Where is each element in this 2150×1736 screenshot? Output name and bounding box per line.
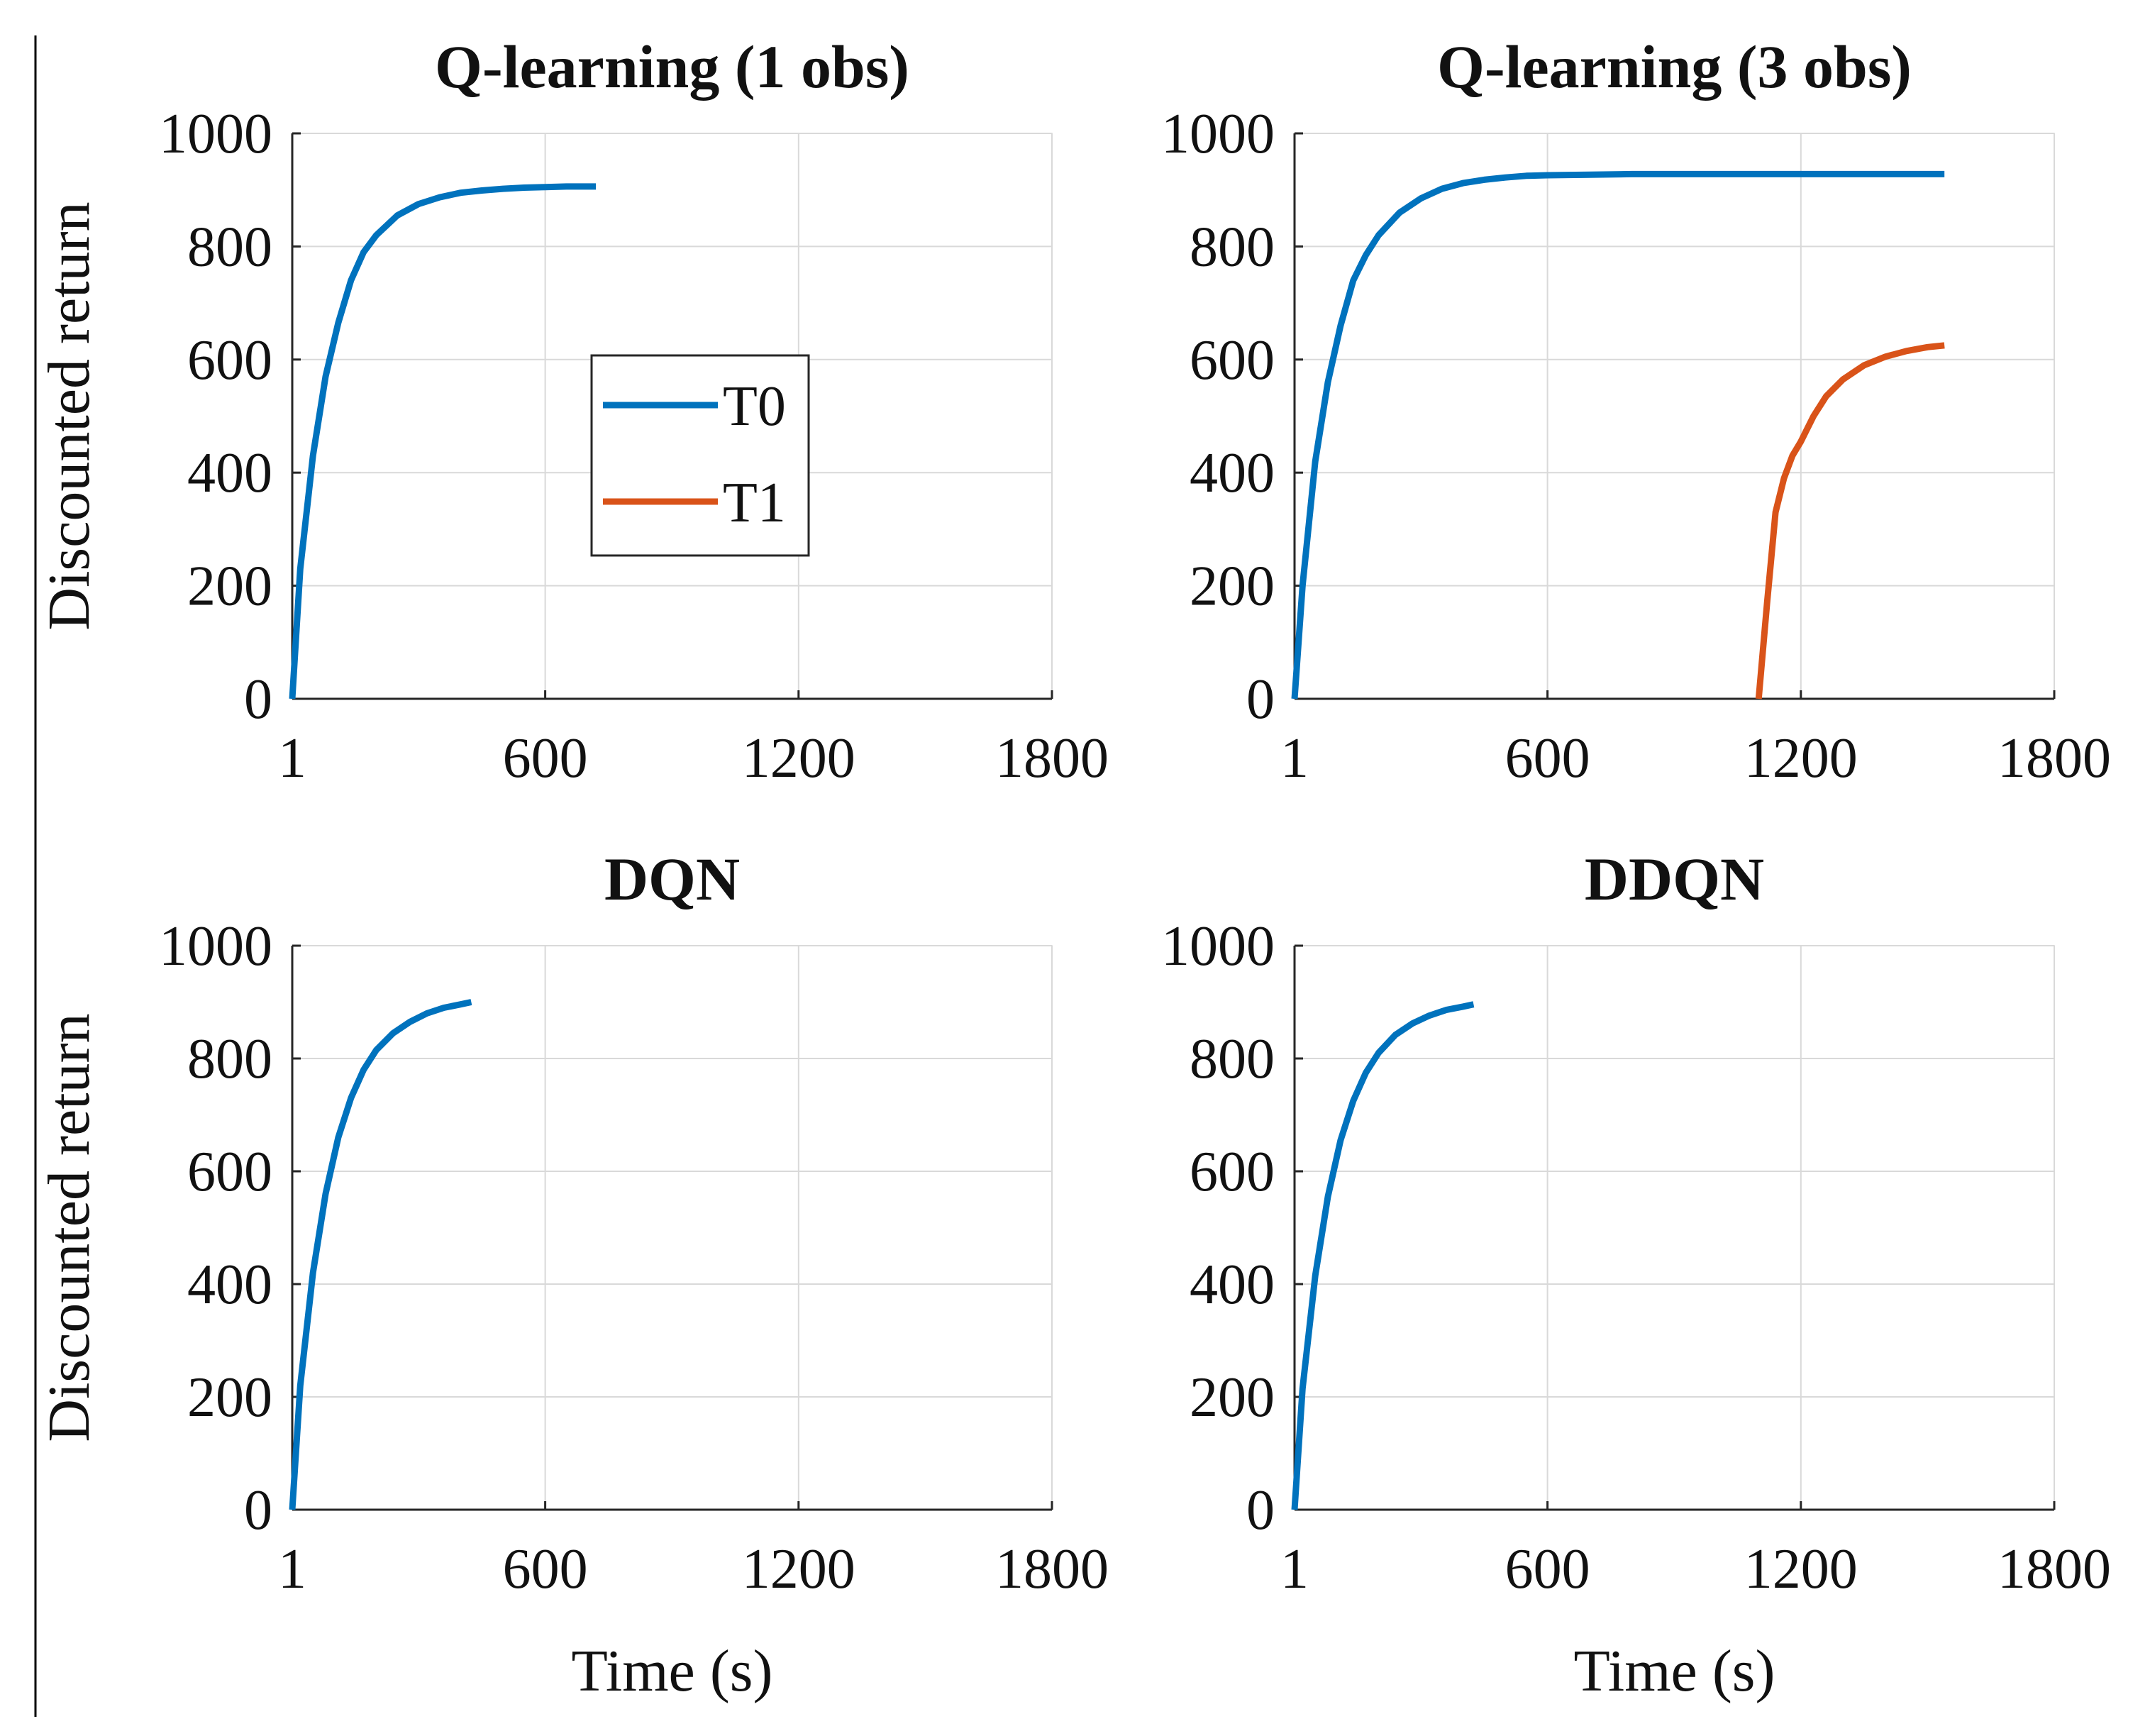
y-tick-label: 400 [1190,1254,1275,1316]
x-tick-label: 1200 [742,727,855,790]
y-tick-label: 0 [1246,1479,1275,1542]
x-tick-label: 1200 [1744,1538,1858,1600]
legend-label-t1: T1 [723,472,786,534]
x-tick-label: 600 [503,727,588,790]
y-tick-label: 600 [1190,329,1275,392]
x-tick-label: 600 [503,1538,588,1600]
panel-1: 1 600 1200 1800 0 200 400 600 800 1000 Q-learning … [36,33,1109,790]
y-tick-label: 400 [187,442,272,504]
x-tick-label: 1200 [1744,727,1858,790]
y-tick-label: 1000 [159,915,272,978]
x-axis-label: Time (s) [572,1638,773,1704]
x-tick-label: 1800 [995,1538,1109,1600]
x-tick-label: 1 [278,727,306,790]
legend: T0 T1 [590,354,810,557]
x-axis-label: Time (s) [1574,1638,1775,1704]
chart-title: Q-learning (3 obs) [1437,33,1912,101]
x-tick-label: 600 [1505,727,1590,790]
panel-3: 1 600 1200 1800 0 200 400 600 800 1000 DQN Discount… [36,845,1109,1704]
y-tick-label: 400 [187,1254,272,1316]
y-tick-label: 200 [1190,1366,1275,1429]
x-tick-label: 1800 [995,727,1109,790]
y-axis-label: Discounted return [36,1013,102,1442]
x-tick-label: 1 [278,1538,306,1600]
y-tick-label: 800 [1190,1028,1275,1090]
x-tick-label: 1 [1280,727,1309,790]
y-tick-label: 400 [1190,442,1275,504]
y-tick-label: 200 [187,555,272,618]
x-tick-label: 1 [1280,1538,1309,1600]
chart-title: Q-learning (1 obs) [435,33,909,101]
panel-2: 1 600 1200 1800 0 200 400 600 800 1000 Q-learning … [1161,33,2111,790]
x-tick-label: 600 [1505,1538,1590,1600]
y-tick-label: 0 [1246,668,1275,731]
plot-area [292,945,1053,1510]
y-tick-label: 1000 [1161,103,1275,165]
series-line-t0 [289,999,472,1510]
y-tick-label: 200 [1190,555,1275,618]
x-tick-label: 1800 [1997,1538,2111,1600]
series-line-t0 [289,183,596,700]
y-tick-label: 200 [187,1366,272,1429]
y-tick-label: 600 [1190,1141,1275,1203]
chart-title: DDQN [1585,845,1764,913]
x-tick-label: 1800 [1997,727,2111,790]
plot-area [1294,945,2055,1510]
y-tick-label: 1000 [1161,915,1275,978]
y-tick-label: 1000 [159,103,272,165]
legend-box [590,354,810,557]
y-axis-label: Discounted return [36,201,102,630]
y-tick-label: 600 [187,1141,272,1203]
y-tick-label: 600 [187,329,272,392]
panel-4: 1 600 1200 1800 0 200 400 600 800 1000 DDQN Time (s… [1161,845,2111,1704]
y-tick-label: 800 [187,216,272,278]
y-tick-label: 0 [244,668,272,731]
y-tick-label: 800 [187,1028,272,1090]
chart-title: DQN [604,845,740,913]
plot-area [1294,133,2055,700]
series-line-t1 [1755,342,1945,700]
x-tick-label: 1200 [742,1538,855,1600]
series-line-t0 [1291,1001,1475,1510]
y-tick-label: 0 [244,1479,272,1542]
y-tick-label: 800 [1190,216,1275,278]
series-line-t0 [1291,170,1945,700]
legend-label-t0: T0 [723,375,786,438]
